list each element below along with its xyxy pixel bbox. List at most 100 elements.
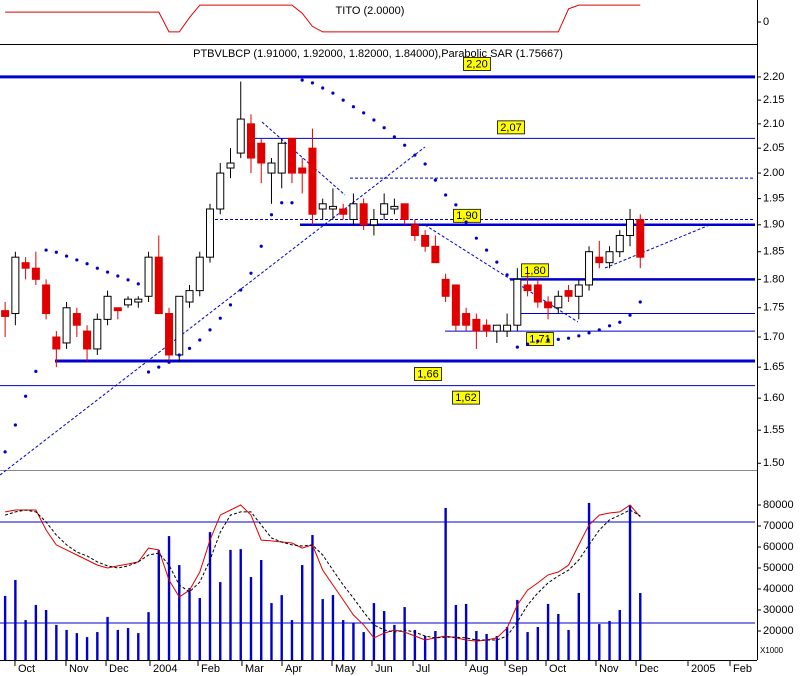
x-tick-label: Oct [18, 663, 35, 675]
candle-body [113, 307, 122, 312]
y-tick-label: 1.60 [763, 392, 784, 404]
level-label-box [452, 390, 480, 405]
frame [0, 0, 758, 661]
y-tick-label: 40000 [763, 583, 794, 595]
volume-bar [126, 628, 130, 660]
sar-dot [218, 316, 222, 320]
volume-bar [485, 633, 488, 660]
candle-body [165, 313, 174, 356]
level-label-box [463, 57, 491, 71]
y-tick-label: 2.20 [763, 71, 784, 83]
volume-bar [116, 629, 120, 660]
sar-dot [351, 105, 356, 109]
volume-bar [557, 613, 560, 660]
y-tick-label: 80000 [763, 499, 794, 511]
candle-body [605, 251, 614, 264]
candle-body [451, 284, 460, 326]
volume-bar [280, 595, 283, 660]
volume-bar [362, 632, 365, 660]
sar-dot [54, 250, 58, 254]
sar-dot [618, 320, 622, 324]
y-tick-label: 1.65 [763, 361, 784, 373]
sar-dot [167, 360, 171, 364]
sar-dot [577, 334, 581, 338]
volume-bar [239, 549, 242, 660]
candle-body [574, 284, 583, 297]
volume-bar [65, 629, 68, 660]
volume-bar [270, 603, 273, 660]
sar-dot [433, 178, 437, 182]
volume-bar [219, 582, 222, 660]
y-tick-label: 2.15 [763, 94, 784, 106]
trendline [261, 121, 346, 196]
x-tick-label: 2004 [153, 663, 177, 675]
volume-bar [628, 505, 632, 660]
candle-body [1, 310, 10, 317]
sar-dot [239, 288, 243, 292]
candle-body [277, 142, 286, 174]
candle-body [267, 162, 276, 174]
sar-dot [321, 86, 325, 90]
level-label-box [414, 367, 442, 381]
sar-dot [269, 213, 274, 217]
sar-dot [597, 328, 601, 332]
sar-dot [464, 220, 468, 224]
y-tick-label: 1.90 [763, 219, 784, 231]
sar-dot [587, 331, 591, 335]
candle-body [124, 298, 133, 306]
volume-bar [75, 633, 79, 660]
candle-body [42, 284, 51, 315]
candle-body [400, 203, 409, 221]
sar-dot [64, 254, 69, 258]
x-tick-label: Nov [69, 663, 89, 675]
x-tick-label: Jul [416, 663, 430, 675]
level-label: 2,07 [500, 122, 521, 134]
sar-dot [290, 201, 294, 205]
volume-bar [208, 532, 212, 660]
sar-dot [331, 91, 335, 95]
chart-title: PTBVLBCP (1.91000, 1.92000, 1.82000, 1.8… [193, 48, 563, 60]
candle-body [369, 219, 378, 226]
sar-dot [392, 135, 397, 139]
volume-bar [495, 636, 499, 660]
sar-dot [24, 394, 28, 398]
candle-body [287, 137, 296, 174]
sar-dot [85, 262, 89, 266]
unit-label: X1000 [760, 646, 784, 655]
y-tick-label: 2.00 [763, 167, 784, 179]
candle-body [216, 172, 225, 210]
candle-body [615, 234, 624, 253]
volume-bar [505, 627, 509, 660]
sar-dot [607, 324, 612, 328]
sar-dot [341, 98, 345, 102]
y-tick-label: 20000 [763, 625, 794, 637]
candle-body [52, 336, 61, 350]
sar-dot [474, 236, 478, 240]
y-tick-label: 1.95 [763, 193, 784, 205]
sar-dot [75, 258, 79, 262]
volume-bar [423, 636, 427, 660]
volume-bar [567, 629, 570, 660]
volume-bar [290, 620, 294, 660]
volume-bar [598, 624, 601, 660]
sar-dot [13, 423, 17, 427]
sar-dot [423, 162, 427, 166]
candle-body [390, 205, 399, 210]
x-tick-label: May [335, 663, 356, 675]
level-label-box [521, 263, 549, 278]
candle-body [328, 205, 337, 210]
sar-dot [536, 339, 540, 343]
candle-body [523, 284, 532, 292]
volume-bar [188, 587, 191, 660]
volume-bar [249, 577, 253, 660]
volume-bar [546, 603, 550, 660]
volume-bar [526, 632, 529, 660]
indicator-line [5, 4, 641, 33]
candle-body [185, 290, 194, 303]
volume-bar [413, 629, 417, 660]
candle-body [144, 256, 153, 297]
x-tick-label: Mar [245, 663, 264, 675]
level-label: 1,90 [456, 210, 477, 222]
